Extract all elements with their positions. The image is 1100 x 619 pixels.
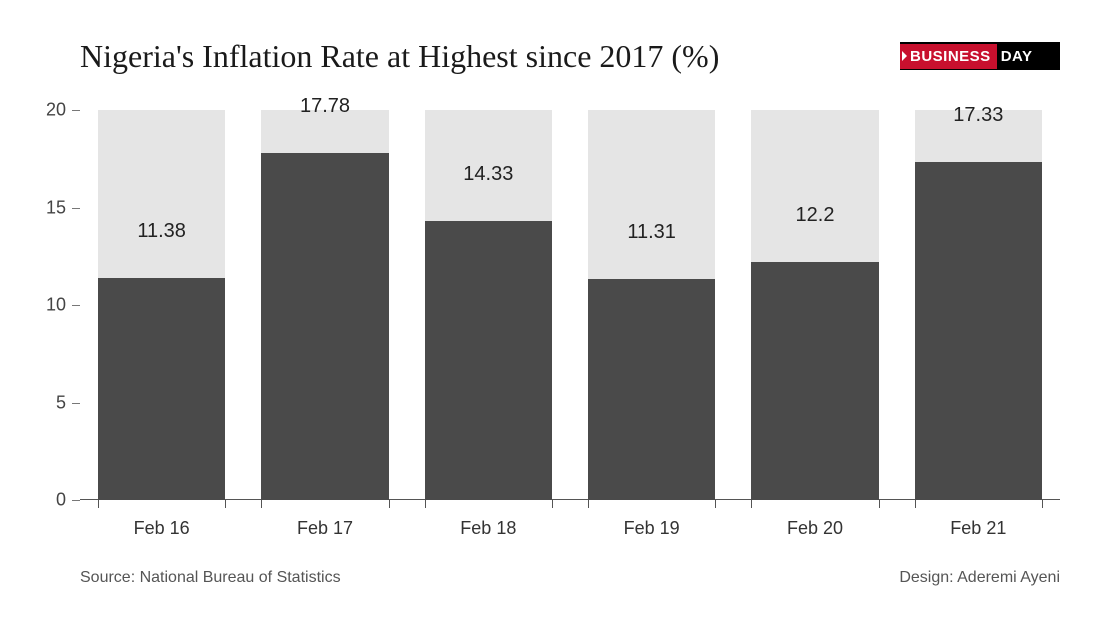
bar-value-label: 17.33 — [915, 104, 1042, 133]
x-tick-mark — [588, 500, 589, 508]
brand-label-b: DAY — [997, 44, 1041, 69]
design-label: Design: Aderemi Ayeni — [899, 569, 1060, 587]
bar — [261, 153, 388, 500]
y-tick-mark — [72, 110, 80, 111]
x-tick-mark — [751, 500, 752, 508]
brand-badge: BUSINESS DAY — [900, 42, 1060, 70]
y-tick-label: 0 — [30, 490, 66, 511]
chart-container: Nigeria's Inflation Rate at Highest sinc… — [0, 0, 1100, 619]
bar-value-label: 17.78 — [261, 95, 388, 124]
bar-group: 17.33 — [915, 110, 1042, 500]
x-tick-mark — [261, 500, 262, 508]
bar-value-label: 14.33 — [425, 163, 552, 192]
x-tick-label: Feb 19 — [624, 518, 680, 539]
source-label: Source: National Bureau of Statistics — [80, 569, 341, 587]
x-tick-mark — [879, 500, 880, 508]
x-tick-label: Feb 20 — [787, 518, 843, 539]
x-tick-label: Feb 21 — [950, 518, 1006, 539]
bar — [751, 262, 878, 500]
x-tick-mark — [225, 500, 226, 508]
x-tick-label: Feb 16 — [134, 518, 190, 539]
x-tick-mark — [1042, 500, 1043, 508]
x-axis-line — [80, 499, 1060, 500]
bar — [915, 162, 1042, 500]
y-tick-mark — [72, 500, 80, 501]
bar — [425, 221, 552, 500]
x-tick-mark — [552, 500, 553, 508]
bar-group: 12.2 — [751, 110, 878, 500]
bar-group: 17.78 — [261, 110, 388, 500]
plot-area: 0510152011.38Feb 1617.78Feb 1714.33Feb 1… — [80, 110, 1060, 500]
x-tick-label: Feb 18 — [460, 518, 516, 539]
y-tick-label: 20 — [30, 100, 66, 121]
y-tick-label: 15 — [30, 197, 66, 218]
y-tick-label: 10 — [30, 295, 66, 316]
bar — [98, 278, 225, 500]
bar-value-label: 11.31 — [588, 221, 715, 250]
x-tick-mark — [98, 500, 99, 508]
bar-group: 11.31 — [588, 110, 715, 500]
bar — [588, 279, 715, 500]
bar-value-label: 11.38 — [98, 220, 225, 249]
chart-area: 0510152011.38Feb 1617.78Feb 1714.33Feb 1… — [80, 110, 1060, 500]
brand-label-a: BUSINESS — [900, 44, 997, 69]
bar-group: 14.33 — [425, 110, 552, 500]
y-tick-label: 5 — [30, 392, 66, 413]
x-tick-mark — [915, 500, 916, 508]
x-tick-mark — [425, 500, 426, 508]
y-tick-mark — [72, 305, 80, 306]
bar-group: 11.38 — [98, 110, 225, 500]
y-tick-mark — [72, 208, 80, 209]
x-tick-mark — [715, 500, 716, 508]
y-tick-mark — [72, 403, 80, 404]
x-tick-label: Feb 17 — [297, 518, 353, 539]
bar-value-label: 12.2 — [751, 204, 878, 233]
x-tick-mark — [389, 500, 390, 508]
chart-footer: Source: National Bureau of Statistics De… — [80, 569, 1060, 587]
